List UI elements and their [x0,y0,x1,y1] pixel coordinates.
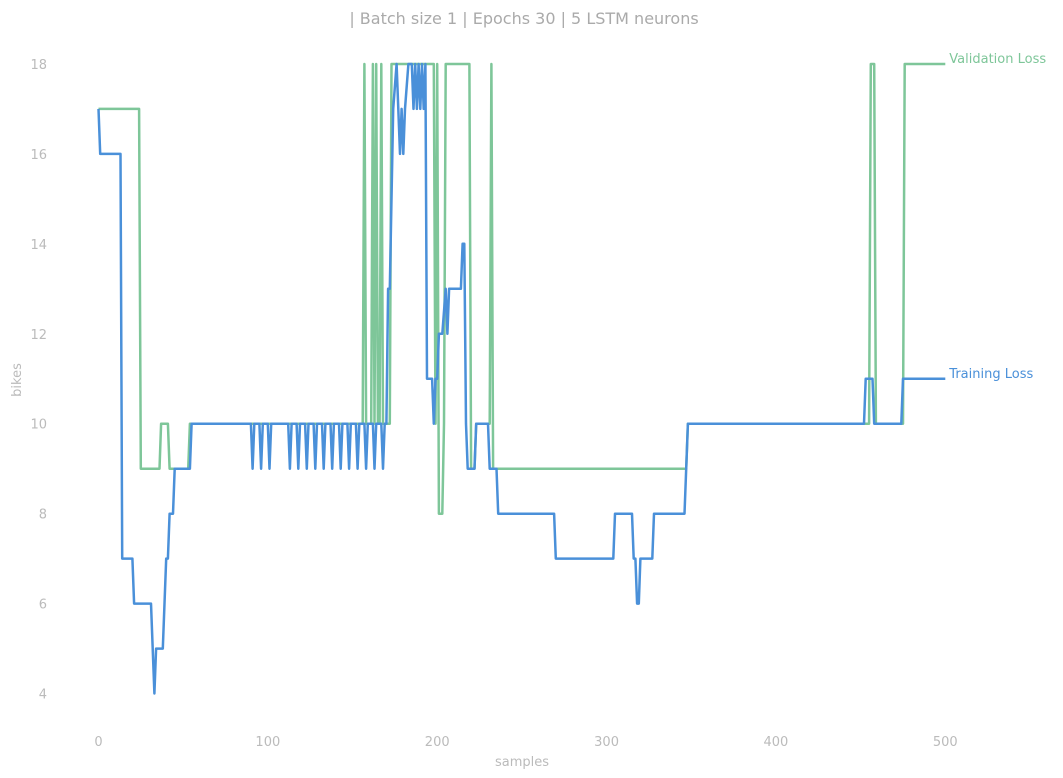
y-tick-label: 6 [39,598,47,613]
y-tick-label: 4 [39,688,47,703]
chart-title: | Batch size 1 | Epochs 30 | 5 LSTM neur… [349,9,698,28]
y-axis-title: bikes [10,363,25,397]
y-tick-label: 8 [39,508,47,523]
x-axis-title: samples [495,755,549,770]
y-tick-label: 12 [30,328,47,343]
validation-loss-label: Validation Loss [949,52,1046,67]
x-axis-ticks: 0 100 200 300 400 500 [94,735,957,750]
y-tick-label: 10 [30,418,47,433]
x-tick-label: 400 [764,735,789,750]
y-tick-label: 14 [30,238,47,253]
x-tick-label: 200 [425,735,450,750]
training-loss-label: Training Loss [948,367,1033,382]
y-tick-label: 18 [30,58,47,73]
y-tick-label: 16 [30,148,47,163]
x-tick-label: 500 [933,735,958,750]
series-labels: Training Loss Validation Loss [948,52,1046,382]
training-loss-line [97,62,946,695]
x-tick-label: 0 [94,735,102,750]
x-tick-label: 300 [594,735,619,750]
x-tick-label: 100 [255,735,280,750]
series-lines [97,62,946,695]
validation-loss-line [98,62,946,515]
y-axis-ticks: 4 6 8 10 12 14 16 18 [30,58,47,703]
